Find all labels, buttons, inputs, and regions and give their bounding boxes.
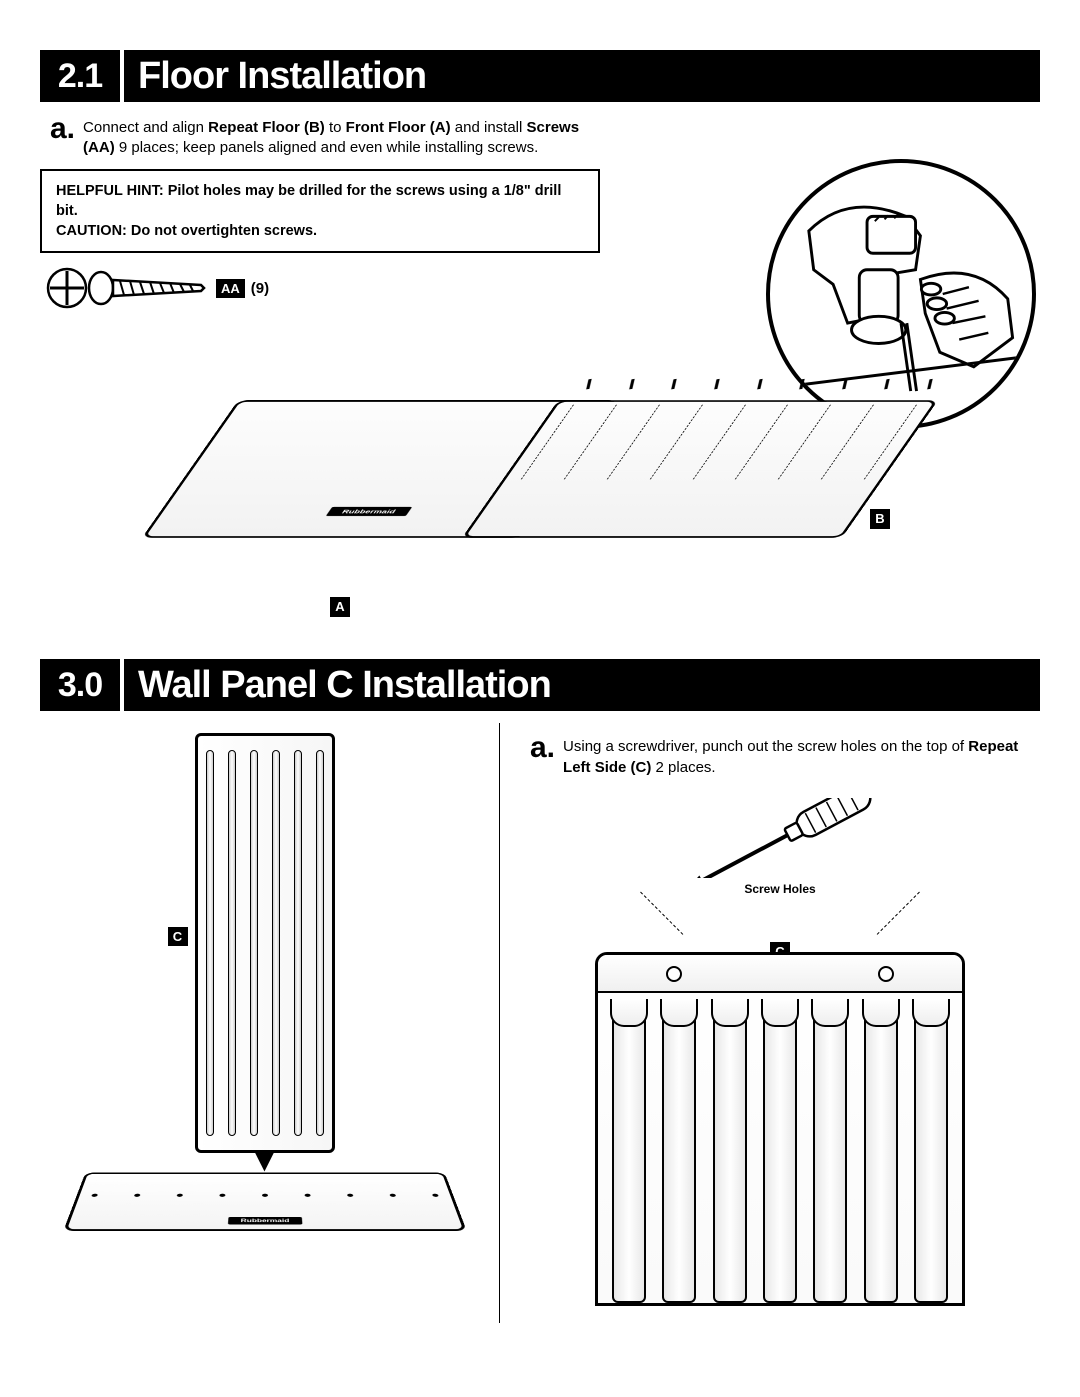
section-title: Wall Panel C Installation [120,659,1040,711]
hint-box: HELPFUL HINT: Pilot holes may be drilled… [40,169,600,254]
text-frag: 2 places. [651,759,715,776]
text-frag: Connect and align [83,119,208,136]
section-3-body: C ▼ a. Using a screwdriver, punch out th… [40,723,1040,1323]
step-letter: a. [50,114,75,144]
section-header-floor: 2.1 Floor Installation [40,50,1040,102]
screw-icon [46,267,206,309]
text-frag: 9 places; keep panels aligned and even w… [115,139,539,156]
screw-holes-label: Screw Holes [520,882,1040,896]
hardware-qty: (9) [251,280,269,297]
floor-diagram: A B [40,319,1040,659]
text-bold: Repeat Floor (B) [208,119,325,136]
section-header-wall: 3.0 Wall Panel C Installation [40,659,1040,711]
label-b: B [870,509,890,529]
section-title: Floor Installation [120,50,1040,102]
text-frag: to [325,119,346,136]
section-number: 3.0 [40,659,120,711]
section-number: 2.1 [40,50,120,102]
text-frag: and install [451,119,527,136]
hint-label: HELPFUL HINT: [56,183,168,199]
caution-text: Do not overtighten screws. [131,223,317,239]
hardware-tag: AA [216,279,245,299]
wall-assembly-diagram: C ▼ [40,723,500,1323]
wall-panel-c-top-view [595,952,965,1306]
step-text: Connect and align Repeat Floor (B) to Fr… [83,114,610,159]
label-c: C [168,927,188,947]
label-a: A [330,597,350,617]
step-a-floor: a. Connect and align Repeat Floor (B) to… [50,114,610,159]
wall-panel-c-vertical: C [195,733,335,1153]
caution-label: CAUTION: [56,223,131,239]
floor-panel-flat [63,1172,467,1230]
text-frag: Using a screwdriver, punch out the screw… [563,738,968,755]
step-letter: a. [530,733,555,763]
step-text: Using a screwdriver, punch out the screw… [563,733,1040,778]
screwdriver-icon [670,798,890,878]
text-bold: Front Floor (A) [346,119,451,136]
step-a-wall: a. Using a screwdriver, punch out the sc… [530,733,1040,778]
